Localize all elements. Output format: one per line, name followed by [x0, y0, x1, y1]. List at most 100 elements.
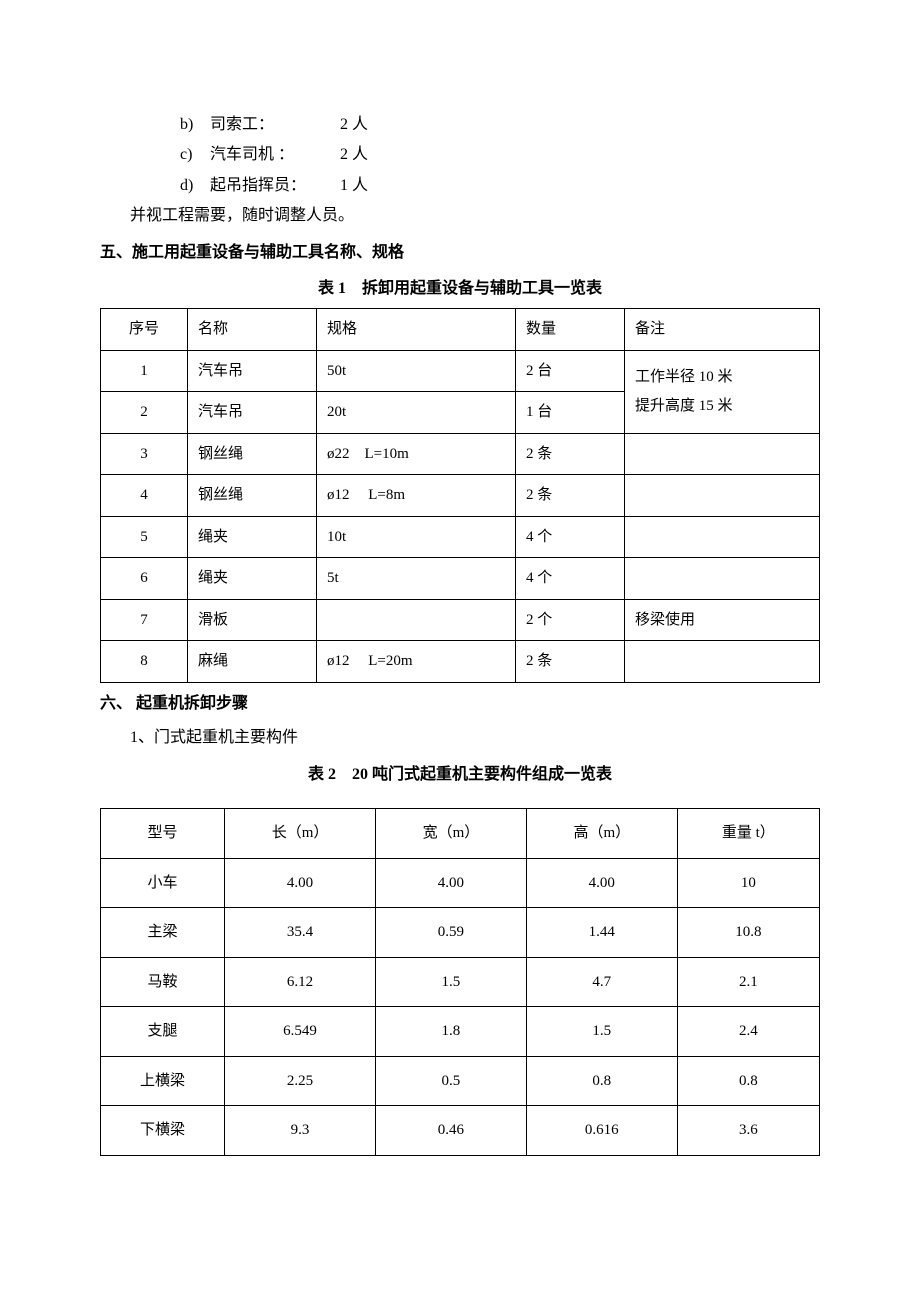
list-count: 2 人	[340, 110, 368, 140]
table-header-cell: 型号	[101, 809, 225, 859]
table-cell: 0.5	[375, 1056, 526, 1106]
table-cell: 2 条	[516, 433, 625, 475]
table-cell: 10t	[317, 516, 516, 558]
personnel-list: b)司索工：2 人c)汽车司机 ：2 人d)起吊指挥员：1 人	[100, 110, 820, 201]
table-cell: 2.1	[677, 957, 819, 1007]
table-cell: 1	[101, 350, 188, 392]
table-cell: 2.25	[225, 1056, 376, 1106]
table-row: 6绳夹5t4 个	[101, 558, 820, 600]
table-cell: 8	[101, 641, 188, 683]
table-cell: 10	[677, 858, 819, 908]
table-header-cell: 数量	[516, 309, 625, 351]
table-cell: 绳夹	[188, 516, 317, 558]
table2-caption: 表 2 20 吨门式起重机主要构件组成一览表	[100, 760, 820, 790]
table-cell: 汽车吊	[188, 350, 317, 392]
table-cell: 2 条	[516, 641, 625, 683]
table-cell: 马鞍	[101, 957, 225, 1007]
table-cell: 1.5	[375, 957, 526, 1007]
table-cell: 麻绳	[188, 641, 317, 683]
list-item: b)司索工：2 人	[180, 110, 820, 140]
table-header-cell: 序号	[101, 309, 188, 351]
table-cell: 2 台	[516, 350, 625, 392]
table-header-cell: 高（m）	[526, 809, 677, 859]
table-cell: 滑板	[188, 599, 317, 641]
table-cell: 小车	[101, 858, 225, 908]
table-cell: 5	[101, 516, 188, 558]
table-cell: 主梁	[101, 908, 225, 958]
table-cell: ø12 L=20m	[317, 641, 516, 683]
list-marker: c)	[180, 140, 210, 170]
table-cell: 1.8	[375, 1007, 526, 1057]
table-cell: 0.8	[526, 1056, 677, 1106]
table-row: 3钢丝绳ø22 L=10m2 条	[101, 433, 820, 475]
table-cell: 移梁使用	[625, 599, 820, 641]
table-cell: 9.3	[225, 1106, 376, 1156]
table-cell: 5t	[317, 558, 516, 600]
list-marker: d)	[180, 171, 210, 201]
table-row: 上横梁2.250.50.80.8	[101, 1056, 820, 1106]
table-header-row: 序号名称规格数量备注	[101, 309, 820, 351]
list-count: 2 人	[340, 140, 368, 170]
table2: 型号长（m）宽（m）高（m）重量 t）小车4.004.004.0010主梁35.…	[100, 808, 820, 1156]
table-cell: 0.8	[677, 1056, 819, 1106]
table-cell: ø12 L=8m	[317, 475, 516, 517]
table-cell	[625, 516, 820, 558]
table-cell	[625, 641, 820, 683]
table-cell	[625, 558, 820, 600]
section6-heading: 六、 起重机拆卸步骤	[100, 689, 820, 719]
table1-caption: 表 1 拆卸用起重设备与辅助工具一览表	[100, 274, 820, 304]
table-header-row: 型号长（m）宽（m）高（m）重量 t）	[101, 809, 820, 859]
table-cell: 6	[101, 558, 188, 600]
table-cell: 工作半径 10 米提升高度 15 米	[625, 350, 820, 433]
table-header-cell: 规格	[317, 309, 516, 351]
table-cell: 3.6	[677, 1106, 819, 1156]
table-cell: 下横梁	[101, 1106, 225, 1156]
table-cell: 2 个	[516, 599, 625, 641]
list-item: d)起吊指挥员：1 人	[180, 171, 820, 201]
table-cell: 10.8	[677, 908, 819, 958]
table-row: 7滑板 2 个移梁使用	[101, 599, 820, 641]
table-header-cell: 长（m）	[225, 809, 376, 859]
table-row: 主梁35.40.591.4410.8	[101, 908, 820, 958]
table1: 序号名称规格数量备注1汽车吊50t2 台工作半径 10 米提升高度 15 米2汽…	[100, 308, 820, 683]
table-cell	[625, 475, 820, 517]
table-row: 下横梁9.30.460.6163.6	[101, 1106, 820, 1156]
table-cell: 钢丝绳	[188, 433, 317, 475]
list-marker: b)	[180, 110, 210, 140]
table-row: 马鞍6.121.54.72.1	[101, 957, 820, 1007]
table-cell: 4.7	[526, 957, 677, 1007]
table-row: 8麻绳ø12 L=20m2 条	[101, 641, 820, 683]
table-cell: 上横梁	[101, 1056, 225, 1106]
table-cell: 7	[101, 599, 188, 641]
table-header-cell: 名称	[188, 309, 317, 351]
table-cell: 1 台	[516, 392, 625, 434]
list-label: 司索工：	[210, 110, 340, 140]
table-row: 4钢丝绳ø12 L=8m2 条	[101, 475, 820, 517]
table-row: 5绳夹10t4 个	[101, 516, 820, 558]
table-cell: 2	[101, 392, 188, 434]
table-cell: 1.44	[526, 908, 677, 958]
list-label: 起吊指挥员：	[210, 171, 340, 201]
table-cell: 2 条	[516, 475, 625, 517]
table-cell: 35.4	[225, 908, 376, 958]
table-cell: ø22 L=10m	[317, 433, 516, 475]
table-cell	[625, 433, 820, 475]
table-cell: 4.00	[375, 858, 526, 908]
table-header-cell: 宽（m）	[375, 809, 526, 859]
table-cell: 50t	[317, 350, 516, 392]
table-cell: 3	[101, 433, 188, 475]
table-cell: 2.4	[677, 1007, 819, 1057]
table-cell: 0.616	[526, 1106, 677, 1156]
table-cell: 6.12	[225, 957, 376, 1007]
section6-sub: 1、门式起重机主要构件	[130, 723, 820, 753]
list-item: c)汽车司机 ：2 人	[180, 140, 820, 170]
table-cell: 4.00	[225, 858, 376, 908]
table-cell: 0.46	[375, 1106, 526, 1156]
table-cell: 4	[101, 475, 188, 517]
table-cell: 绳夹	[188, 558, 317, 600]
section5-heading: 五、施工用起重设备与辅助工具名称、规格	[100, 238, 820, 268]
list-label: 汽车司机 ：	[210, 140, 340, 170]
table-cell	[317, 599, 516, 641]
table-cell: 汽车吊	[188, 392, 317, 434]
table-row: 1汽车吊50t2 台工作半径 10 米提升高度 15 米	[101, 350, 820, 392]
